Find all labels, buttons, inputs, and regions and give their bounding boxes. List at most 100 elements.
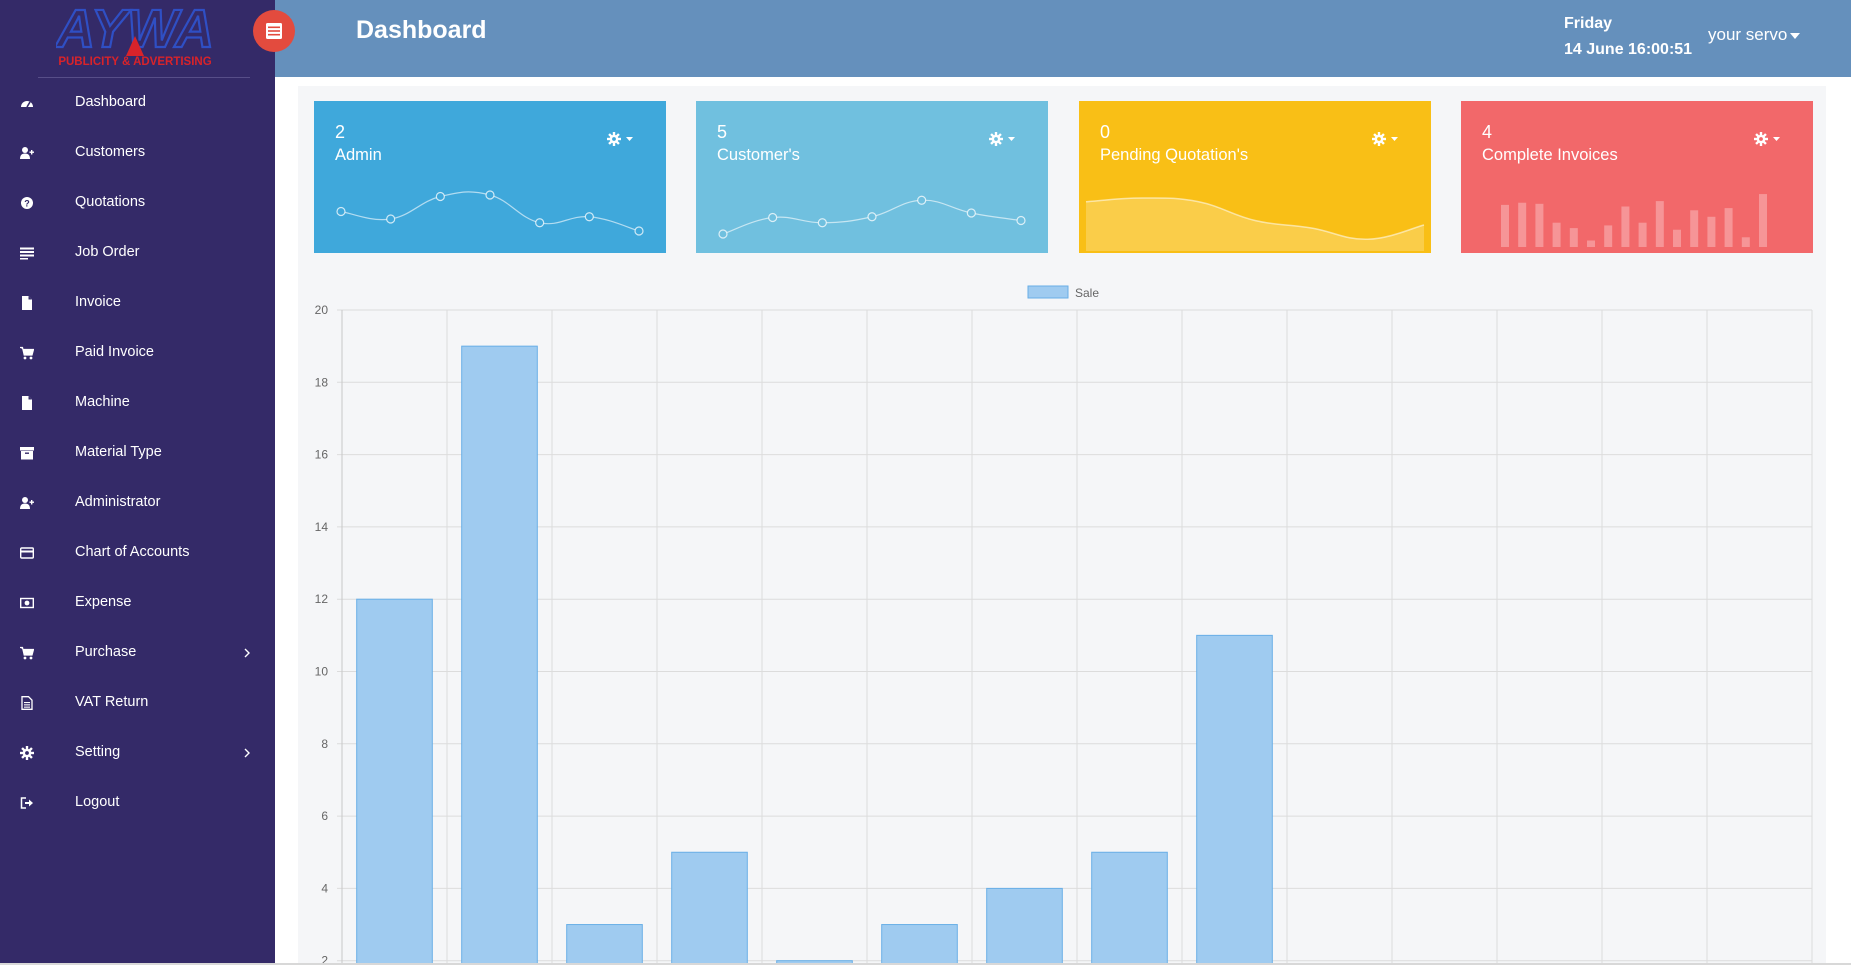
- sidebar-item-chart-of-accounts[interactable]: Chart of Accounts: [0, 528, 275, 578]
- sale-bar: [1196, 634, 1273, 963]
- menu-toggle-button[interactable]: [253, 10, 295, 52]
- sidebar-item-machine[interactable]: Machine: [0, 378, 275, 428]
- card-label: Complete Invoices: [1482, 146, 1618, 164]
- spark-point: [1016, 215, 1026, 226]
- customers-card[interactable]: 5 Customer's: [696, 101, 1048, 253]
- y-tick-label: 4: [321, 881, 328, 895]
- sidebar-item-vat-return[interactable]: VAT Return: [0, 678, 275, 728]
- sale-bar: [881, 924, 958, 963]
- sidebar-item-dashboard[interactable]: Dashboard: [0, 78, 275, 128]
- sidebar-item-quotations[interactable]: ? Quotations: [0, 178, 275, 228]
- y-tick-label: 10: [315, 665, 329, 679]
- archive-icon: [20, 447, 34, 460]
- credit-card-icon: [20, 547, 34, 559]
- sidebar-item-label: Expense: [75, 594, 132, 610]
- user-plus-icon: [20, 147, 34, 159]
- sidebar-item-label: Setting: [75, 744, 121, 760]
- card-sparkline: [718, 195, 1026, 239]
- sidebar-item-material-type[interactable]: Material Type: [0, 428, 275, 478]
- spark-bar: [1501, 204, 1509, 247]
- sidebar-item-invoice[interactable]: Invoice: [0, 278, 275, 328]
- top-header: [275, 0, 1851, 77]
- sidebar-item-setting[interactable]: Setting: [0, 728, 275, 778]
- sidebar-item-label: Chart of Accounts: [75, 544, 190, 560]
- gear-dropdown-icon[interactable]: [1366, 131, 1400, 147]
- spark-point: [386, 214, 396, 224]
- spark-bar: [1569, 228, 1578, 247]
- y-tick-label: 20: [315, 303, 329, 317]
- sidebar-item-purchase[interactable]: Purchase: [0, 628, 275, 678]
- gear-dropdown-icon[interactable]: [983, 131, 1017, 147]
- sidebar-item-expense[interactable]: Expense: [0, 578, 275, 628]
- sidebar-item-label: Dashboard: [75, 94, 146, 110]
- sale-bar: [986, 887, 1063, 963]
- spark-point: [485, 190, 495, 200]
- spark-point: [435, 191, 445, 202]
- gear-dropdown-icon[interactable]: [601, 131, 635, 147]
- question-circle-icon: ?: [21, 197, 33, 209]
- page-bottom-border: [0, 963, 1851, 965]
- spark-bar: [1707, 216, 1716, 247]
- sidebar-item-paid-invoice[interactable]: Paid Invoice: [0, 328, 275, 378]
- sidebar-item-administrator[interactable]: Administrator: [0, 478, 275, 528]
- spark-point: [634, 226, 644, 236]
- user-plus-icon: [20, 497, 34, 509]
- card-sparkline: [336, 190, 644, 236]
- card-value: 0: [1100, 122, 1111, 142]
- y-tick-label: 18: [315, 375, 329, 389]
- spark-point: [817, 218, 827, 228]
- card-label: Pending Quotation's: [1100, 146, 1249, 164]
- card-label: Admin: [335, 146, 382, 164]
- company-logo[interactable]: AYWA PUBLICITY & ADVERTISING: [53, 0, 215, 68]
- cart-icon: [20, 346, 34, 360]
- card-sparkline: [1501, 194, 1767, 247]
- sidebar-item-logout[interactable]: Logout: [0, 778, 275, 828]
- spark-bar: [1690, 210, 1699, 247]
- page-title: Dashboard: [356, 16, 487, 44]
- file-icon: [22, 396, 32, 410]
- sidebar: AYWA PUBLICITY & ADVERTISING Dashboard Cu…: [0, 0, 275, 963]
- spark-bar: [1604, 225, 1613, 247]
- legend-label: Sale: [1075, 286, 1099, 300]
- complete-invoices-card[interactable]: 4 Complete Invoices: [1461, 101, 1813, 253]
- sidebar-item-label: VAT Return: [75, 694, 149, 710]
- sidebar-item-label: Customers: [75, 144, 146, 160]
- header-day: Friday: [1564, 15, 1613, 32]
- spark-point: [966, 208, 976, 218]
- sidebar-item-label: Material Type: [75, 444, 162, 460]
- spark-line: [1085, 197, 1425, 241]
- logo-divider: [38, 77, 250, 78]
- spark-bar: [1673, 229, 1681, 247]
- sale-bar: [461, 345, 538, 963]
- user-menu-dropdown[interactable]: your servo: [1708, 25, 1801, 45]
- spark-point: [584, 212, 594, 222]
- sidebar-item-customers[interactable]: Customers: [0, 128, 275, 178]
- spark-bar: [1621, 206, 1630, 247]
- gear-dropdown-icon[interactable]: [1748, 131, 1782, 147]
- sidebar-item-label: Job Order: [75, 244, 140, 260]
- admin-card[interactable]: 2 Admin: [314, 101, 666, 253]
- spark-point: [535, 218, 545, 228]
- y-tick-label: 12: [315, 592, 329, 606]
- gear-icon: [20, 746, 34, 760]
- svg-text:PUBLICITY & ADVERTISING: PUBLICITY & ADVERTISING: [58, 56, 211, 68]
- pending-quotations-card[interactable]: 0 Pending Quotation's: [1079, 101, 1431, 253]
- sale-bar: [356, 598, 433, 963]
- chevron-right-icon: [244, 648, 250, 658]
- sidebar-item-label: Administrator: [75, 494, 161, 510]
- list-icon: [20, 247, 34, 260]
- dashboard-icon: [21, 101, 33, 108]
- spark-area: [1086, 197, 1424, 251]
- sidebar-item-label: Invoice: [75, 294, 121, 310]
- sign-out-icon: [20, 797, 33, 809]
- spark-point: [917, 195, 927, 205]
- sidebar-item-job-order[interactable]: Job Order: [0, 228, 275, 278]
- cart-icon: [20, 646, 34, 660]
- file-icon: [22, 296, 32, 310]
- spark-point: [336, 206, 346, 217]
- money-icon: [20, 597, 34, 609]
- spark-point: [768, 212, 778, 223]
- sidebar-item-label: Machine: [75, 394, 130, 410]
- svg-text:?: ?: [24, 199, 30, 209]
- file-text-icon: [21, 696, 33, 710]
